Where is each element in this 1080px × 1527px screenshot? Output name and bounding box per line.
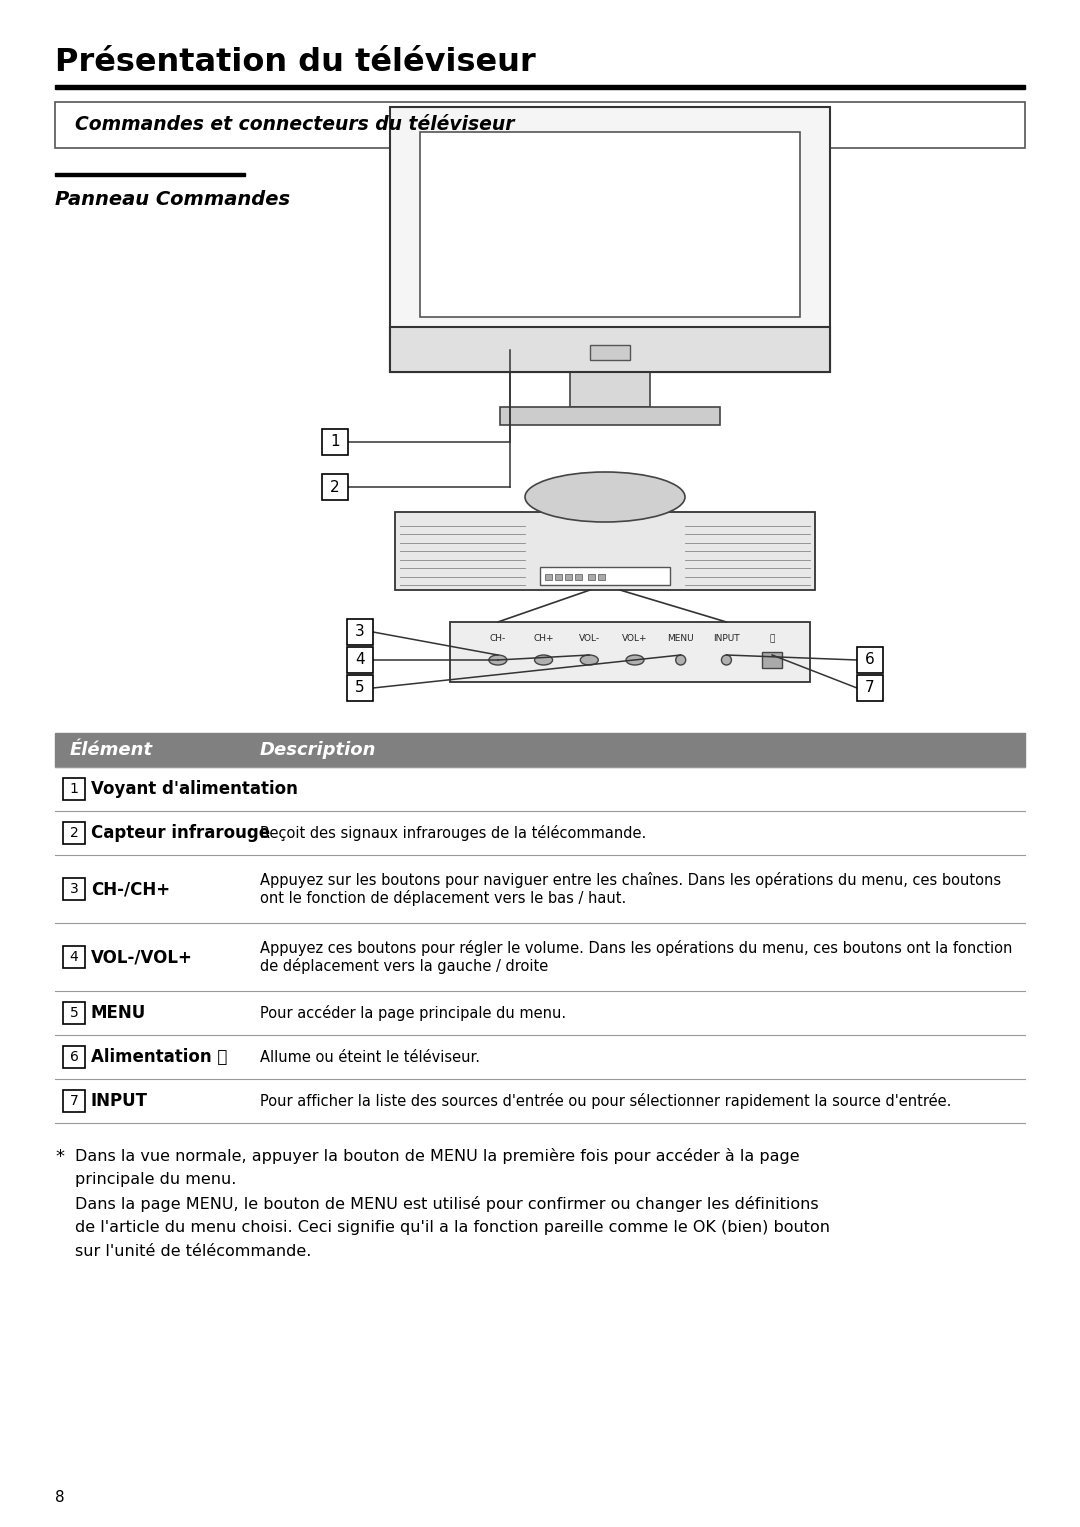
Text: 1: 1 (69, 782, 79, 796)
Bar (500, 408, 720, 425)
Bar (55, 733, 1025, 767)
Text: 3: 3 (355, 625, 365, 640)
Text: 4: 4 (69, 950, 79, 964)
Text: 2: 2 (69, 826, 79, 840)
Bar (590, 345, 630, 360)
Text: CH+: CH+ (534, 634, 554, 643)
Text: Pour accéder la page principale du menu.: Pour accéder la page principale du menu. (260, 1005, 566, 1022)
Bar (570, 373, 650, 408)
Text: INPUT: INPUT (91, 1092, 148, 1110)
Text: CH-/CH+: CH-/CH+ (91, 880, 171, 898)
Bar (63, 777, 85, 800)
Bar (762, 652, 782, 667)
Bar (55, 173, 245, 176)
Text: MENU: MENU (667, 634, 694, 643)
Bar (322, 429, 348, 455)
Bar (395, 512, 815, 589)
Bar (63, 1002, 85, 1025)
Text: 4: 4 (355, 652, 365, 667)
Text: ⏻: ⏻ (769, 634, 774, 643)
Bar (565, 574, 572, 580)
Text: Dans la vue normale, appuyer la bouton de MENU la première fois pour accéder à l: Dans la vue normale, appuyer la bouton d… (75, 1148, 799, 1164)
Text: 6: 6 (69, 1051, 79, 1064)
Bar (63, 878, 85, 899)
Text: *: * (55, 1148, 64, 1167)
Circle shape (721, 655, 731, 664)
Text: Capteur infrarouge: Capteur infrarouge (91, 825, 270, 841)
Bar (347, 675, 373, 701)
Text: Description: Description (260, 741, 377, 759)
Text: 7: 7 (865, 681, 875, 695)
Text: Alimentation ⏻: Alimentation ⏻ (91, 1048, 228, 1066)
Bar (598, 574, 605, 580)
Text: Appuyez sur les boutons pour naviguer entre les chaînes. Dans les opérations du : Appuyez sur les boutons pour naviguer en… (260, 872, 1001, 889)
Text: Reçoit des signaux infrarouges de la télécommande.: Reçoit des signaux infrarouges de la tél… (260, 825, 646, 841)
Text: ont le fonction de déplacement vers le bas / haut.: ont le fonction de déplacement vers le b… (260, 890, 626, 906)
Text: 5: 5 (69, 1006, 79, 1020)
Text: 5: 5 (355, 681, 365, 695)
Text: MENU: MENU (91, 1003, 146, 1022)
Bar (63, 1046, 85, 1067)
Text: Commandes et connecteurs du téléviseur: Commandes et connecteurs du téléviseur (75, 116, 514, 134)
Ellipse shape (525, 472, 685, 522)
Bar (63, 822, 85, 844)
Text: Allume ou éteint le téléviseur.: Allume ou éteint le téléviseur. (260, 1049, 480, 1064)
Text: de déplacement vers la gauche / droite: de déplacement vers la gauche / droite (260, 957, 549, 974)
Bar (390, 327, 831, 373)
Bar (540, 567, 670, 585)
Ellipse shape (489, 655, 507, 664)
Text: Appuyez ces boutons pour régler le volume. Dans les opérations du menu, ces bout: Appuyez ces boutons pour régler le volum… (260, 941, 1012, 956)
Bar (347, 647, 373, 673)
Bar (347, 618, 373, 644)
Bar (575, 574, 582, 580)
Ellipse shape (580, 655, 598, 664)
Bar (390, 107, 831, 373)
Text: 7: 7 (69, 1093, 79, 1109)
Bar (858, 647, 883, 673)
Text: 2: 2 (330, 479, 340, 495)
Bar (322, 473, 348, 499)
Text: 1: 1 (330, 435, 340, 449)
Text: Voyant d'alimentation: Voyant d'alimentation (91, 780, 298, 799)
Text: VOL+: VOL+ (622, 634, 648, 643)
Text: Panneau Commandes: Panneau Commandes (55, 189, 291, 209)
Text: de l'article du menu choisi. Ceci signifie qu'il a la fonction pareille comme le: de l'article du menu choisi. Ceci signif… (75, 1220, 831, 1235)
Text: sur l'unité de télécommande.: sur l'unité de télécommande. (75, 1245, 311, 1258)
Bar (55, 102, 1025, 148)
Text: 6: 6 (865, 652, 875, 667)
Bar (390, 327, 831, 373)
Bar (63, 1090, 85, 1112)
Bar (63, 947, 85, 968)
Circle shape (676, 655, 686, 664)
Text: 3: 3 (69, 883, 79, 896)
Text: Dans la page MENU, le bouton de MENU est utilisé pour confirmer ou changer les d: Dans la page MENU, le bouton de MENU est… (75, 1196, 819, 1212)
Text: CH-: CH- (489, 634, 507, 643)
Text: VOL-: VOL- (579, 634, 599, 643)
Bar (588, 574, 595, 580)
Text: Pour afficher la liste des sources d'entrée ou pour sélectionner rapidement la s: Pour afficher la liste des sources d'ent… (260, 1093, 951, 1109)
Text: principale du menu.: principale du menu. (75, 1173, 237, 1186)
Text: VOL-/VOL+: VOL-/VOL+ (91, 948, 193, 967)
Ellipse shape (626, 655, 644, 664)
Bar (420, 131, 800, 318)
Bar (545, 574, 552, 580)
Bar (55, 86, 1025, 89)
Bar (450, 621, 810, 683)
Text: INPUT: INPUT (713, 634, 740, 643)
Bar (555, 574, 562, 580)
Ellipse shape (535, 655, 553, 664)
Bar (858, 675, 883, 701)
Text: 8: 8 (55, 1490, 65, 1506)
Text: Présentation du téléviseur: Présentation du téléviseur (55, 47, 536, 78)
Text: Élément: Élément (70, 741, 153, 759)
